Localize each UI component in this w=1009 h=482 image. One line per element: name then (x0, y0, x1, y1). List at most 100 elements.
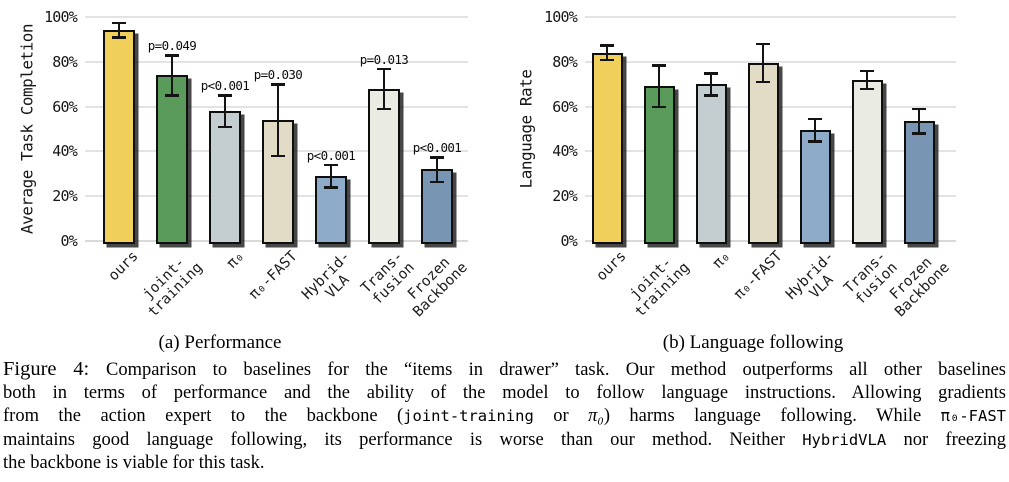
error-bar (382, 68, 386, 109)
bar (156, 75, 188, 244)
y-tick-label: 80% (552, 52, 578, 71)
caption-segment: ) harms language following. While (603, 406, 941, 427)
bar (368, 88, 400, 244)
gridline (585, 16, 956, 18)
y-axis-label: Average Task Completion (17, 23, 37, 235)
caption-segment: the backbone is viable for this task. (3, 452, 265, 473)
figure-caption: Figure 4: Comparison to baselines for th… (3, 358, 1006, 475)
error-bar (865, 70, 869, 89)
x-tick-label-text: π₀ (709, 248, 734, 272)
error-cap-top (600, 44, 614, 47)
error-cap-top (756, 42, 770, 46)
p-value-label: p<0.001 (200, 78, 250, 94)
y-tick-label: 0% (60, 232, 78, 250)
caption-segment: π₀-FAST (940, 407, 1006, 426)
subcaption-b: (b) Language following (662, 332, 844, 353)
p-value-label: p<0.001 (412, 140, 462, 155)
p-value-label: p<0.001 (306, 147, 356, 163)
y-tick-label: 60% (52, 97, 78, 116)
y-tick-label: 60% (552, 97, 578, 116)
caption-line: both in terms of performance and the abi… (3, 382, 1006, 405)
caption-segment: π₀ (588, 406, 604, 427)
caption-segment: Figure 4: (3, 358, 106, 380)
x-tick-label-text: π₀ (223, 248, 248, 272)
caption-line: maintains good language following, its p… (3, 429, 1006, 452)
caption-line: the backbone is viable for this task. (3, 452, 1006, 475)
error-cap-bottom (808, 140, 822, 143)
p-value-label: p=0.013 (359, 51, 409, 67)
error-cap-top (704, 72, 718, 75)
x-tick-label-text: π₀-FAST (246, 248, 301, 303)
bar (851, 79, 883, 244)
error-cap-bottom (704, 94, 718, 97)
p-value-label: p=0.030 (253, 67, 303, 83)
bar (903, 121, 935, 244)
error-cap-bottom (271, 154, 285, 158)
caption-segment: or (533, 406, 589, 427)
error-cap-top (377, 67, 391, 71)
x-tick-label-text: Frozen Backbone (887, 254, 953, 320)
y-tick-label: 100% (44, 8, 78, 26)
caption-segment: maintains good language following, its p… (3, 429, 803, 450)
error-cap-top (808, 117, 822, 121)
error-cap-bottom (652, 105, 666, 109)
caption-segment: HybridVLA (802, 430, 887, 449)
y-tick-label: 100% (544, 8, 578, 26)
error-cap-bottom (430, 180, 444, 184)
error-bar (223, 95, 227, 127)
error-cap-top (430, 156, 444, 159)
p-value-label: p=0.049 (147, 38, 197, 54)
error-cap-bottom (600, 58, 614, 62)
y-tick-label: 40% (552, 142, 578, 161)
error-cap-top (165, 54, 179, 57)
caption-line: from the action expert to the backbone (… (3, 405, 1006, 428)
bar (747, 62, 779, 244)
caption-line: Figure 4: Comparison to baselines for th… (3, 358, 1006, 382)
x-tick-label-text: Frozen Backbone (405, 254, 471, 320)
error-cap-bottom (324, 186, 338, 189)
bar (799, 130, 831, 244)
gridline (85, 16, 468, 18)
error-bar (170, 55, 174, 96)
error-cap-bottom (165, 94, 179, 97)
caption-segment: joint-training (403, 407, 534, 426)
bar (209, 111, 241, 244)
error-bar (761, 43, 765, 82)
gridline (85, 60, 468, 63)
caption-segment: Comparison to baselines for the “items i… (105, 360, 1006, 380)
error-cap-top (652, 64, 666, 67)
bar (591, 52, 623, 244)
y-tick-label: 0% (560, 232, 578, 250)
error-bar (117, 22, 121, 38)
error-cap-top (324, 163, 338, 167)
error-bar (605, 45, 609, 60)
bar (103, 30, 135, 244)
error-cap-top (112, 21, 126, 25)
subcaption-a: (a) Performance (158, 332, 282, 353)
gridline (585, 60, 956, 63)
caption-segment: both in terms of performance and the abi… (3, 383, 1006, 404)
error-bar (709, 73, 713, 96)
error-cap-bottom (218, 125, 232, 129)
error-cap-top (271, 83, 285, 86)
bar (643, 86, 675, 244)
gridline (85, 105, 468, 108)
error-bar (329, 164, 333, 188)
error-cap-bottom (860, 87, 874, 91)
error-bar (657, 65, 661, 107)
error-bar (435, 157, 439, 182)
error-cap-top (218, 94, 232, 97)
x-tick-label-text: π₀-FAST (731, 248, 786, 303)
x-tick-label-text: ours (593, 248, 630, 285)
error-bar (276, 84, 280, 156)
x-tick-label-text: ours (105, 248, 142, 285)
error-cap-bottom (912, 132, 926, 135)
error-cap-top (860, 69, 874, 73)
error-cap-bottom (377, 107, 391, 111)
y-axis-label: Language Rate (516, 69, 536, 189)
y-tick-label: 40% (52, 142, 78, 161)
caption-segment: nor freezing (886, 429, 1006, 450)
error-cap-bottom (756, 80, 770, 84)
error-cap-top (912, 107, 926, 111)
